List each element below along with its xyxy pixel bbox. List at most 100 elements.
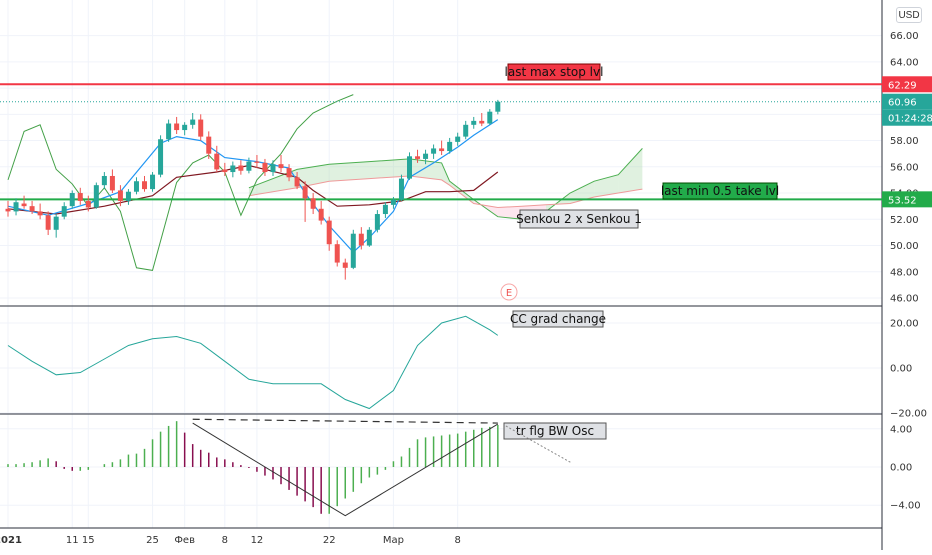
osc-flag-dashed-line — [192, 418, 498, 424]
last-price-badge: 60.96 — [888, 98, 917, 109]
candle-body — [318, 208, 324, 221]
candle-body — [85, 200, 91, 208]
candle-body — [374, 214, 380, 230]
cloud-segment — [497, 206, 522, 220]
candle-body — [117, 190, 123, 201]
candle-body — [278, 164, 284, 169]
time-tick-label: 25 — [146, 535, 159, 546]
candle-body — [198, 119, 204, 137]
price-tick-label: 64.00 — [890, 57, 919, 68]
candle-body — [302, 186, 308, 199]
candle-body — [455, 136, 461, 142]
candle-body — [431, 148, 437, 154]
candle-body — [206, 136, 212, 154]
candle-body — [142, 181, 148, 190]
candle-body — [439, 148, 445, 152]
senkou-annotation-text: Senkou 2 x Senkou 1 — [516, 212, 642, 226]
currency-badge[interactable]: USD — [896, 7, 922, 23]
osc-v-trendline — [192, 422, 499, 517]
osc-tick-label: −4.00 — [890, 501, 921, 512]
cloud-segment — [449, 181, 474, 204]
price-tick-label: 48.00 — [890, 267, 919, 278]
candle-body — [310, 198, 316, 209]
candle-body — [238, 165, 244, 171]
earnings-marker — [500, 283, 518, 301]
candle-body — [326, 220, 332, 245]
cloud-segment — [329, 161, 370, 182]
candle-body — [166, 123, 172, 140]
candle-body — [230, 165, 236, 173]
max-stop-annotation-box — [507, 63, 601, 81]
cc-annotation-box — [512, 310, 604, 328]
candle-body — [479, 120, 485, 124]
candle-body — [93, 185, 99, 208]
bw-annotation-text: tr flg BW Osc — [516, 424, 594, 438]
max-stop-annotation-text: last max stop lvl — [505, 65, 604, 79]
candle-body — [382, 204, 388, 215]
price-tick-label: 58.00 — [890, 136, 919, 147]
cloud-segment — [594, 174, 619, 197]
candle-body — [53, 216, 59, 230]
candle-body — [174, 123, 180, 131]
last-price-badge-bg — [882, 93, 932, 110]
candle-body — [495, 101, 501, 112]
candle-body — [109, 175, 115, 191]
osc-tick-label: 0.00 — [890, 463, 912, 474]
candle-body — [158, 139, 164, 175]
time-tick-label: 15 — [82, 535, 95, 546]
cloud-segment — [409, 158, 442, 180]
bw-annotation-box — [503, 422, 607, 440]
min-take-price-badge-bg — [882, 191, 932, 208]
candle-body — [77, 193, 83, 201]
candle-body — [270, 164, 276, 173]
candle-body — [254, 161, 260, 163]
candle-body — [21, 203, 27, 207]
candle-body — [262, 162, 268, 173]
candle-body — [350, 233, 356, 268]
candle-body — [214, 153, 220, 170]
price-tick-label: 50.00 — [890, 241, 919, 252]
cc-tick-label: 0.00 — [890, 364, 912, 375]
candle-body — [13, 202, 19, 212]
candle-body — [101, 175, 107, 186]
time-tick-label: 8 — [454, 535, 460, 546]
countdown-badge-bg — [882, 109, 932, 126]
time-tick-label: 12 — [251, 535, 264, 546]
cc-tick-label: 20.00 — [890, 319, 919, 330]
senkou-annotation-box — [519, 209, 639, 229]
time-tick-label: Мар — [383, 535, 404, 546]
candle-body — [5, 208, 11, 212]
candle-body — [415, 156, 421, 159]
candle-body — [190, 119, 196, 125]
min-take-annotation-box — [662, 182, 778, 200]
candle-body — [407, 156, 412, 179]
cloud-segment — [618, 148, 643, 194]
candle-body — [358, 233, 364, 246]
candle-body — [398, 178, 404, 200]
price-tick-label: 46.00 — [890, 294, 919, 305]
candle-body — [182, 124, 188, 131]
time-tick-label: 22 — [323, 535, 336, 546]
candle-body — [471, 120, 477, 125]
osc-projection-dotted-line — [505, 425, 573, 464]
min-take-price-badge: 53.52 — [888, 195, 917, 206]
candle-body — [294, 177, 300, 187]
candle-body — [133, 181, 139, 192]
cloud-segment — [570, 181, 595, 204]
osc-tick-label: 4.00 — [890, 424, 912, 435]
candle-body — [390, 199, 396, 205]
candle-body — [61, 206, 67, 217]
candle-body — [150, 174, 156, 190]
max-stop-price-badge-bg — [882, 76, 932, 93]
earnings-marker-label: E — [506, 288, 512, 299]
candle-body — [286, 168, 292, 178]
cloud-segment — [369, 158, 410, 179]
candle-body — [423, 153, 429, 159]
price-tick-label: 52.00 — [890, 215, 919, 226]
candle-body — [37, 211, 43, 216]
cc-tick-label: −20.00 — [890, 409, 927, 420]
cc-annotation-text: CC grad change — [510, 312, 606, 326]
